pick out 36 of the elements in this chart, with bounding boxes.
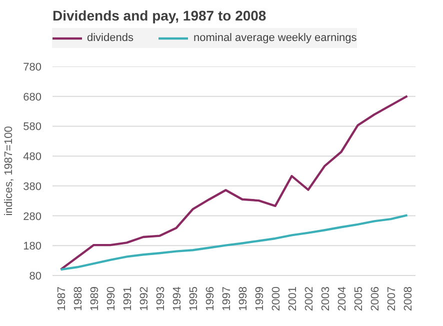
x-tick-label: 1999 <box>254 286 266 311</box>
x-tick-label: 2003 <box>320 286 332 311</box>
x-tick-label: 1995 <box>188 286 200 311</box>
x-tick-label: 1992 <box>138 286 150 311</box>
x-tick-label: 2008 <box>402 286 414 311</box>
x-tick-label: 2000 <box>270 286 282 311</box>
x-tick-label: 2002 <box>303 286 316 311</box>
y-tick-label: 380 <box>23 180 42 193</box>
x-tick-label: 1993 <box>154 286 167 311</box>
y-tick-label: 80 <box>29 270 42 282</box>
y-tick-label: 280 <box>23 210 42 223</box>
y-tick-label: 680 <box>23 91 42 104</box>
x-tick-label: 2006 <box>369 286 382 311</box>
x-tick-label: 1990 <box>105 286 118 311</box>
legend-label: nominal average weekly earnings <box>193 32 357 44</box>
x-tick-label: 2001 <box>286 286 299 311</box>
x-tick-label: 2007 <box>386 286 398 311</box>
y-tick-label: 580 <box>23 121 42 134</box>
x-tick-label: 2005 <box>352 286 365 311</box>
x-tick-label: 1998 <box>237 286 250 311</box>
x-tick-label: 1987 <box>56 286 68 311</box>
x-tick-label: 2004 <box>336 286 348 311</box>
chart-title: Dividends and pay, 1987 to 2008 <box>52 8 266 24</box>
x-tick-label: 1996 <box>204 286 216 311</box>
x-tick-label: 1991 <box>122 286 134 311</box>
line-series <box>60 214 408 271</box>
y-tick-label: 780 <box>23 62 42 74</box>
x-tick-label: 1997 <box>220 286 233 311</box>
line-series <box>60 94 408 271</box>
x-tick-label: 1988 <box>72 286 84 311</box>
y-axis-title: indices, 1987=100 <box>3 126 16 216</box>
x-tick-label: 1989 <box>88 286 101 311</box>
legend-label: dividends <box>87 32 134 44</box>
x-tick-label: 1994 <box>171 286 184 311</box>
y-tick-label: 480 <box>23 151 42 164</box>
y-tick-label: 180 <box>23 240 42 253</box>
